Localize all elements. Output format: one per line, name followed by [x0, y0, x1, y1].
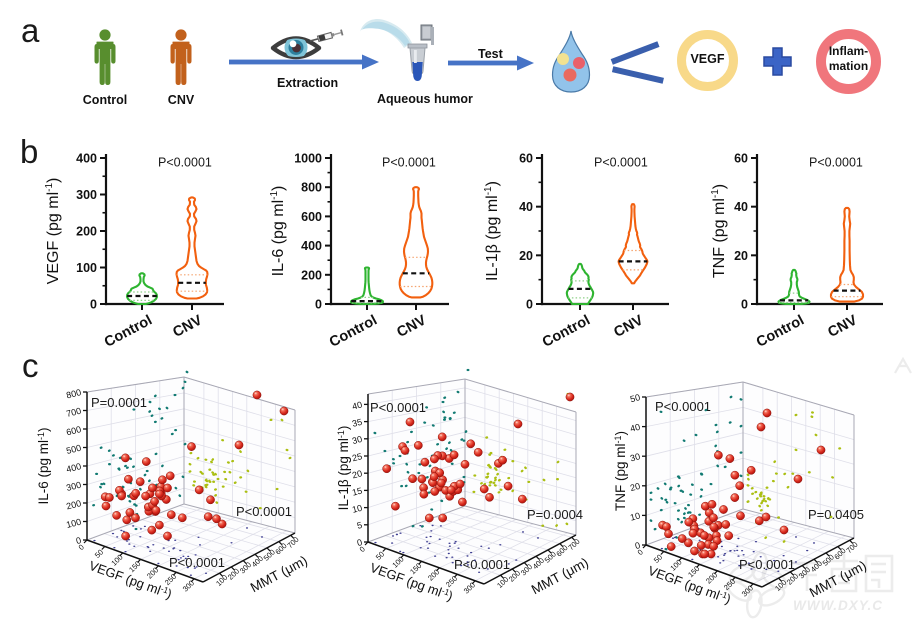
- svg-text:50: 50: [629, 392, 641, 404]
- svg-text:800: 800: [65, 387, 82, 400]
- svg-text:40: 40: [629, 422, 641, 434]
- svg-text:300: 300: [76, 188, 97, 202]
- svg-text:30: 30: [351, 434, 363, 446]
- svg-text:0: 0: [636, 548, 645, 557]
- svg-text:P=0.0405: P=0.0405: [808, 507, 864, 522]
- svg-text:0: 0: [90, 298, 97, 312]
- svg-text:20: 20: [351, 468, 363, 480]
- svg-text:0: 0: [526, 298, 533, 312]
- svg-text:P<0.0001: P<0.0001: [655, 399, 711, 414]
- svg-text:5: 5: [356, 520, 363, 531]
- svg-text:1000: 1000: [294, 152, 322, 166]
- svg-text:TNF (pg ml-1): TNF (pg ml-1): [710, 184, 728, 278]
- svg-text:400: 400: [65, 461, 82, 474]
- svg-text:40: 40: [351, 400, 363, 412]
- svg-text:100: 100: [76, 261, 97, 275]
- svg-text:P=0.0001: P=0.0001: [91, 395, 147, 410]
- svg-text:200: 200: [301, 268, 322, 282]
- svg-text:60: 60: [734, 152, 748, 166]
- svg-text:P<0.0001: P<0.0001: [236, 504, 292, 519]
- svg-text:P<0.0001: P<0.0001: [454, 557, 510, 572]
- svg-text:P<0.0001: P<0.0001: [158, 156, 212, 170]
- svg-text:600: 600: [65, 424, 82, 437]
- svg-text:0: 0: [77, 543, 86, 552]
- svg-text:0: 0: [75, 535, 82, 546]
- svg-text:P<0.0001: P<0.0001: [382, 156, 436, 170]
- svg-text:800: 800: [301, 181, 322, 195]
- svg-text:20: 20: [734, 249, 748, 263]
- svg-text:IL-6 (pg ml-1): IL-6 (pg ml-1): [36, 427, 51, 504]
- svg-text:30: 30: [629, 451, 641, 463]
- svg-text:P<0.0001: P<0.0001: [594, 156, 648, 170]
- svg-text:200: 200: [65, 498, 82, 511]
- svg-text:P=0.0004: P=0.0004: [527, 507, 583, 522]
- svg-text:600: 600: [301, 210, 322, 224]
- svg-text:WWW.DXY.C: WWW.DXY.C: [793, 598, 883, 613]
- svg-text:40: 40: [519, 200, 533, 214]
- svg-text:500: 500: [65, 443, 82, 456]
- svg-text:IL-6 (pg ml-1): IL-6 (pg ml-1): [269, 186, 287, 277]
- svg-text:P<0.0001: P<0.0001: [370, 400, 426, 415]
- svg-text:0: 0: [634, 540, 641, 551]
- svg-text:40: 40: [734, 200, 748, 214]
- svg-text:P<0.0001: P<0.0001: [169, 555, 225, 570]
- svg-text:400: 400: [76, 152, 97, 166]
- svg-text:TNF (pg ml-1): TNF (pg ml-1): [613, 431, 628, 511]
- svg-text:15: 15: [351, 486, 363, 498]
- svg-text:400: 400: [301, 239, 322, 253]
- svg-text:35: 35: [351, 417, 363, 429]
- svg-text:100: 100: [65, 517, 82, 530]
- svg-text:10: 10: [629, 511, 641, 523]
- svg-text:0: 0: [741, 298, 748, 312]
- svg-text:700: 700: [65, 406, 82, 419]
- svg-text:20: 20: [629, 481, 641, 493]
- svg-text:0: 0: [356, 537, 363, 548]
- svg-text:P<0.0001: P<0.0001: [809, 156, 863, 170]
- svg-text:25: 25: [351, 451, 363, 463]
- svg-text:20: 20: [519, 249, 533, 263]
- svg-text:60: 60: [519, 152, 533, 166]
- svg-text:IL-1β (pg ml-1): IL-1β (pg ml-1): [336, 426, 351, 511]
- svg-text:IL-1β (pg ml-1): IL-1β (pg ml-1): [483, 181, 501, 281]
- svg-text:0: 0: [315, 298, 322, 312]
- svg-text:300: 300: [65, 480, 82, 493]
- svg-text:10: 10: [351, 503, 363, 515]
- svg-text:0: 0: [358, 545, 367, 554]
- svg-text:200: 200: [76, 225, 97, 239]
- svg-text:VEGF (pg ml-1): VEGF (pg ml-1): [44, 178, 62, 285]
